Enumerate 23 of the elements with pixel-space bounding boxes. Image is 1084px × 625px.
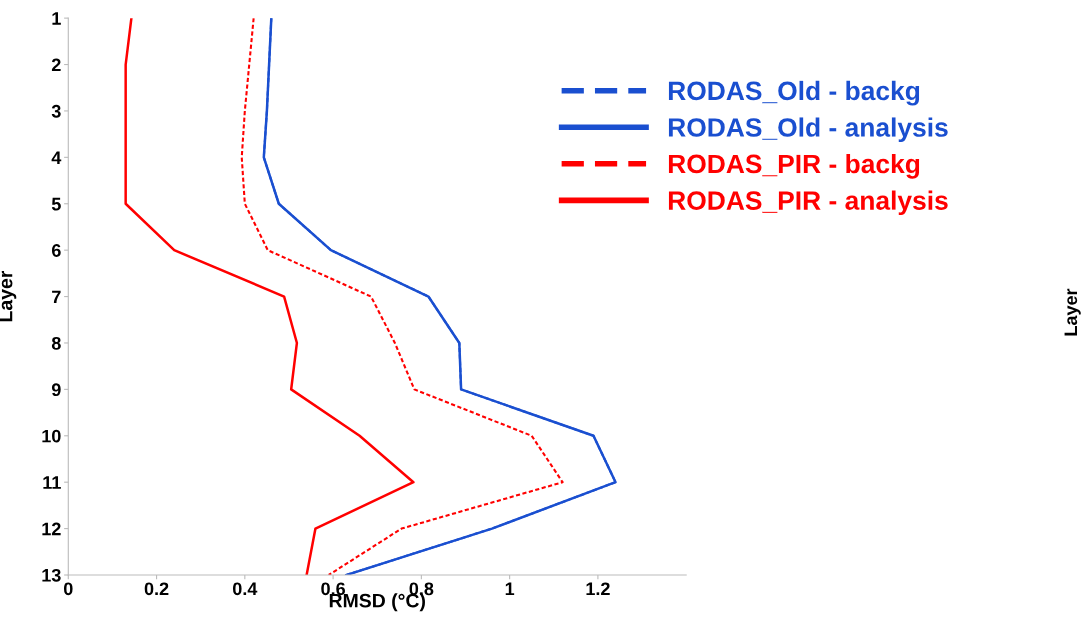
y-tick-label: 13	[42, 568, 61, 582]
y-tick-label: 9	[51, 383, 61, 397]
legend-label: RODAS_Old - analysis	[668, 117, 948, 143]
y-tick-label: 11	[43, 476, 61, 489]
y-tick-label: 8	[51, 336, 61, 350]
x-tick-label: 0.4	[232, 582, 258, 596]
x-tick-label: 0	[63, 582, 73, 596]
x-tick-label: 1	[505, 582, 515, 596]
legend-label: RODAS_PIR - analysis	[668, 190, 948, 216]
text: Layer	[1064, 288, 1081, 336]
x-tick-label: 0.2	[144, 582, 169, 596]
y-tick-label: 4	[51, 151, 62, 164]
y-tick-label: 6	[51, 244, 61, 257]
legend-label: RODAS_PIR - backg	[668, 153, 920, 179]
legend-label: RODAS_Old - backg	[668, 80, 920, 106]
y-tick-label: 2	[51, 58, 61, 72]
y-tick-label: 5	[51, 197, 61, 211]
x-tick-label: 1.2	[586, 582, 610, 596]
y-tick-label: 1	[52, 12, 61, 25]
y-tick-label: 10	[42, 429, 61, 443]
y-tick-label: 12	[42, 522, 61, 536]
y-tick-label: 7	[52, 290, 61, 304]
y-tick-label: 3	[51, 104, 61, 118]
